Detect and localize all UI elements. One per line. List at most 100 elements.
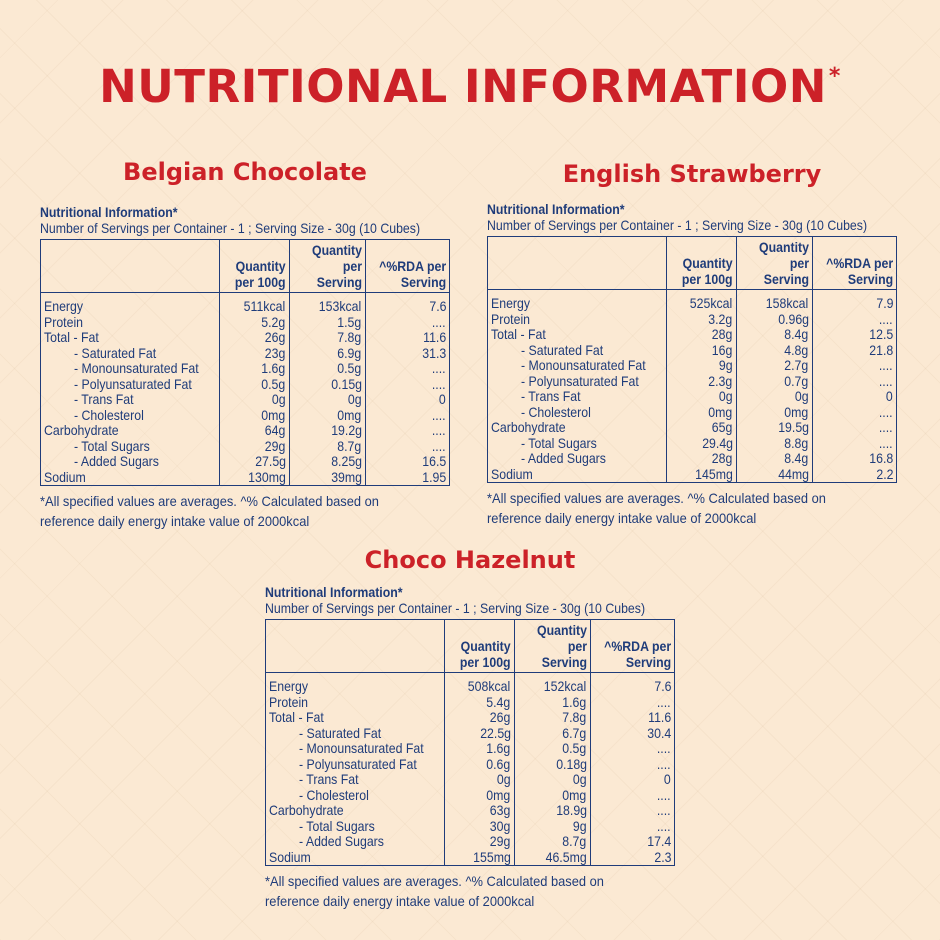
value-rda: 16.5	[364, 453, 450, 470]
table-row: Sodium 155mg 46.5mg 2.3	[265, 848, 675, 866]
footnote: *All specified values are averages. ^% C…	[265, 871, 670, 911]
value-rda: 11.6	[589, 709, 675, 726]
nutrient-name: Sodium	[40, 469, 220, 486]
table-row: - Trans Fat 0g 0g 0	[265, 771, 675, 788]
cell-text: - Cholesterol	[74, 406, 144, 423]
header-quantity-per-serving: Quantity per Serving	[288, 239, 366, 293]
table-heading: Nutritional Information*	[487, 201, 625, 217]
table-row: - Added Sugars 27.5g 8.25g 16.5	[40, 453, 450, 470]
value-per-serving: 153kcal	[288, 292, 366, 315]
cell-text: - Monounsaturated Fat	[74, 360, 199, 376]
table-row: - Total Sugars 30g 9g....	[265, 817, 675, 834]
nutrient-name: - Monounsaturated Fat	[487, 357, 667, 374]
value-per-100g: 1.6g	[443, 740, 515, 757]
cell-text: 8.25g	[330, 453, 362, 469]
cell-text: 63g	[490, 802, 511, 818]
cell-text: 27.5g	[254, 453, 286, 469]
header-rda-per-serving-text: ^%RDA per Serving	[604, 638, 671, 670]
cell-text: 511kcal	[244, 298, 286, 314]
cell-text: 7.8g	[337, 329, 362, 345]
footnote: *All specified values are averages. ^% C…	[487, 488, 892, 528]
cell-text: 65g	[712, 419, 733, 435]
cell-text: 8.7g	[562, 833, 587, 849]
nutrient-name: - Cholesterol	[40, 406, 220, 423]
cell-text: 16.5	[422, 453, 446, 469]
cell-text: 0.5g	[337, 360, 362, 376]
header-quantity-per-serving: Quantity per Serving	[513, 619, 591, 673]
page-title-text: NUTRITIONAL INFORMATION	[99, 60, 827, 113]
value-rda: ....	[589, 740, 675, 757]
nutrient-name: - Monounsaturated Fat	[40, 360, 220, 377]
table-row: - Polyunsaturated Fat 0.5g 0.15g....	[40, 375, 450, 392]
header-line1: Quantity	[536, 622, 587, 638]
serving-info: Number of Servings per Container - 1 ; S…	[487, 217, 868, 233]
cell-text: 2.3g	[708, 372, 733, 389]
value-per-100g: 29g	[443, 833, 515, 850]
table-row: Energy 508kcal 152kcal 7.6	[265, 672, 675, 695]
cell-text: 2.2	[875, 465, 893, 482]
value-per-serving: 6.9g	[288, 345, 366, 361]
header-rda-per-serving-text: ^%RDA per Serving	[826, 255, 893, 287]
header-blank	[487, 236, 667, 290]
value-rda: ....	[364, 438, 450, 454]
cell-text: - Saturated Fat	[74, 344, 157, 361]
cell-text: - Trans Fat	[299, 771, 359, 787]
value-per-serving: 0.7g	[735, 373, 813, 389]
header-line1: ^%RDA per	[826, 255, 893, 271]
value-rda: ....	[811, 419, 897, 436]
cell-text: ....	[432, 375, 446, 392]
cell-text: ....	[432, 422, 446, 438]
value-per-100g: 0g	[665, 388, 737, 405]
table-row: Sodium 130mg 39mg 1.95	[40, 469, 450, 486]
nutrient-name: - Trans Fat	[487, 388, 667, 405]
value-per-serving: 0.15g	[288, 376, 366, 392]
nutrition-panel-belgian-chocolate: Nutritional Information* Number of Servin…	[40, 204, 460, 531]
value-rda: 7.6	[589, 672, 675, 695]
nutrient-name: Energy	[40, 292, 220, 315]
value-rda: 31.3	[364, 345, 450, 361]
cell-text: 525kcal	[690, 295, 733, 311]
cell-text: 1.6g	[486, 740, 511, 756]
table-row: - Added Sugars 29g 8.7g 17.4	[265, 833, 675, 850]
value-rda: 1.95	[364, 469, 450, 486]
cell-text: - Monounsaturated Fat	[521, 357, 646, 373]
value-per-100g: 26g	[443, 709, 515, 726]
value-per-100g: 130mg	[218, 469, 290, 486]
value-per-100g: 27.5g	[218, 453, 290, 470]
value-per-100g: 1.6g	[218, 360, 290, 377]
cell-text: ....	[657, 755, 671, 772]
value-rda: ....	[364, 375, 450, 392]
header-quantity-per-serving-text: Quantity per Serving	[748, 239, 809, 287]
page-title: NUTRITIONAL INFORMATION*	[0, 60, 940, 113]
value-rda: 0	[364, 391, 450, 408]
cell-text: - Trans Fat	[521, 388, 581, 404]
table-row: Protein 5.2g 1.5g....	[40, 314, 450, 330]
nutrition-table: Quantity per 100g Quantity per Serving ^%RDA…	[40, 239, 450, 486]
cell-text: - Added Sugars	[521, 450, 606, 466]
nutrient-name: Protein	[487, 311, 667, 327]
value-per-100g: 511kcal	[218, 292, 290, 315]
cell-text: Energy	[44, 298, 84, 314]
cell-text: 155mg	[472, 848, 511, 865]
cell-text: 30g	[490, 817, 511, 834]
value-per-serving: 8.8g	[735, 435, 813, 451]
cell-text: 0mg	[562, 786, 587, 803]
cell-text: 0g	[496, 771, 511, 787]
header-line1: Quantity	[460, 638, 511, 654]
cell-text: 26g	[490, 709, 511, 725]
footnote-line2: reference daily energy intake value of 2…	[487, 510, 757, 526]
nutrient-name: Carbohydrate	[487, 419, 667, 436]
cell-text: 29g	[490, 833, 511, 849]
header-rda-per-serving-text: ^%RDA per Serving	[379, 258, 446, 290]
header-quantity-per-serving-text: Quantity per Serving	[301, 242, 362, 290]
cell-text: 11.6	[422, 329, 446, 345]
header-line2: Serving	[625, 654, 671, 670]
value-per-100g: 30g	[443, 817, 515, 834]
value-per-serving: 46.5mg	[513, 849, 591, 866]
header-rda-per-serving: ^%RDA per Serving	[589, 619, 675, 673]
table-row: Carbohydrate 63g 18.9g....	[265, 802, 675, 819]
nutrient-name: - Total Sugars	[40, 438, 220, 454]
value-per-serving: 0.96g	[735, 311, 813, 327]
header-line2: per Serving	[763, 255, 809, 287]
cell-text: 16.8	[869, 450, 893, 466]
